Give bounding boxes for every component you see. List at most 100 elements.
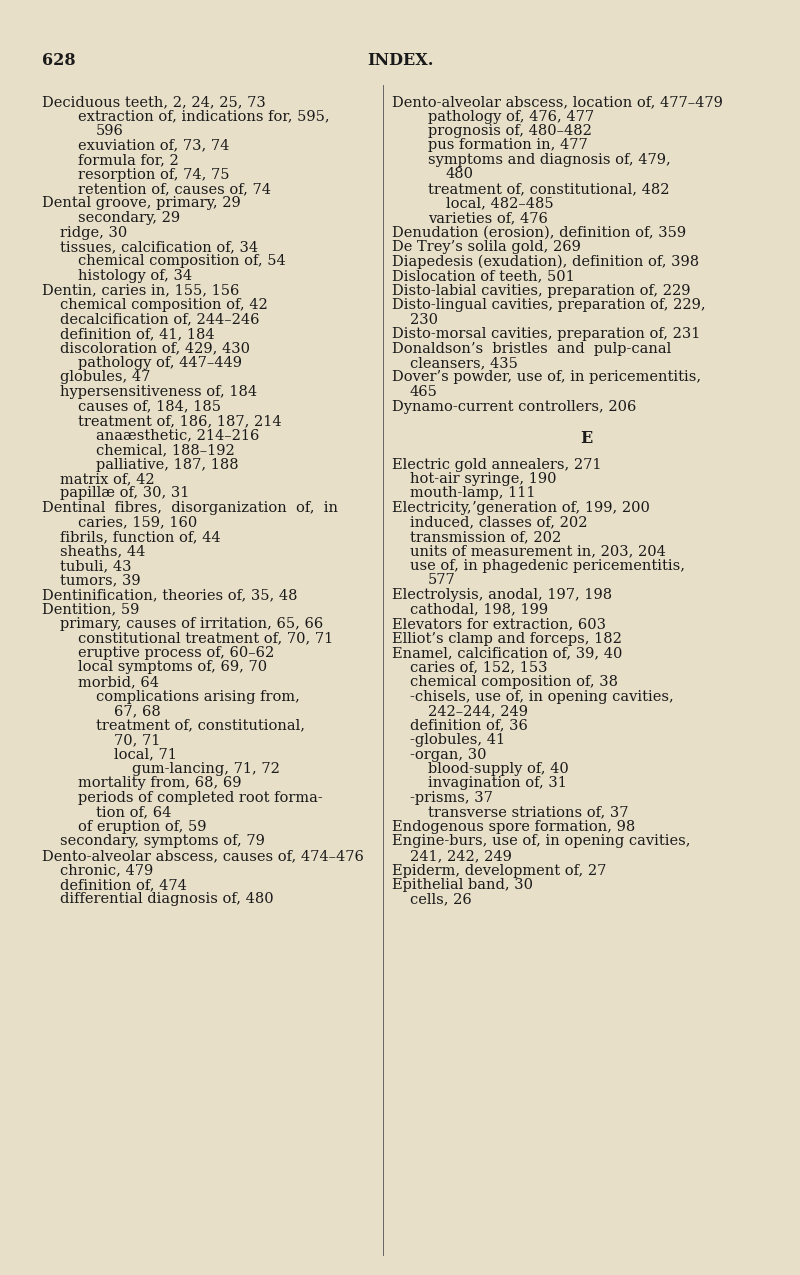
- Text: Electricity,ʼgeneration of, 199, 200: Electricity,ʼgeneration of, 199, 200: [392, 501, 650, 515]
- Text: -organ, 30: -organ, 30: [410, 747, 486, 761]
- Text: causes of, 184, 185: causes of, 184, 185: [78, 399, 221, 413]
- Text: gum-lancing, 71, 72: gum-lancing, 71, 72: [132, 762, 280, 776]
- Text: chemical, 188–192: chemical, 188–192: [96, 442, 234, 456]
- Text: Epiderm, development of, 27: Epiderm, development of, 27: [392, 863, 606, 877]
- Text: eruptive process of, 60–62: eruptive process of, 60–62: [78, 646, 274, 660]
- Text: Dentition, 59: Dentition, 59: [42, 603, 139, 617]
- Text: Dislocation of teeth, 501: Dislocation of teeth, 501: [392, 269, 574, 283]
- Text: morbid, 64: morbid, 64: [78, 674, 159, 688]
- Text: 465: 465: [410, 385, 438, 399]
- Text: Elliot’s clamp and forceps, 182: Elliot’s clamp and forceps, 182: [392, 631, 622, 645]
- Text: Dento-alveolar abscess, location of, 477–479: Dento-alveolar abscess, location of, 477…: [392, 96, 723, 108]
- Text: units of measurement in, 203, 204: units of measurement in, 203, 204: [410, 544, 666, 558]
- Text: pus formation in, 477: pus formation in, 477: [428, 139, 588, 153]
- Text: Electric gold annealers, 271: Electric gold annealers, 271: [392, 458, 602, 472]
- Text: formula for, 2: formula for, 2: [78, 153, 178, 167]
- Text: matrix of, 42: matrix of, 42: [60, 472, 154, 486]
- Text: caries of, 152, 153: caries of, 152, 153: [410, 660, 547, 674]
- Text: Dynamo-current controllers, 206: Dynamo-current controllers, 206: [392, 399, 636, 413]
- Text: 70, 71: 70, 71: [114, 733, 160, 747]
- Text: 480: 480: [446, 167, 474, 181]
- Text: treatment of, 186, 187, 214: treatment of, 186, 187, 214: [78, 414, 282, 428]
- Text: extraction of, indications for, 595,: extraction of, indications for, 595,: [78, 110, 330, 124]
- Text: hot-air syringe, 190: hot-air syringe, 190: [410, 472, 557, 486]
- Text: symptoms and diagnosis of, 479,: symptoms and diagnosis of, 479,: [428, 153, 670, 167]
- Text: Disto-morsal cavities, preparation of, 231: Disto-morsal cavities, preparation of, 2…: [392, 326, 700, 340]
- Text: -prisms, 37: -prisms, 37: [410, 790, 493, 805]
- Text: retention of, causes of, 74: retention of, causes of, 74: [78, 182, 271, 196]
- Text: discoloration of, 429, 430: discoloration of, 429, 430: [60, 342, 250, 356]
- Text: chemical composition of, 54: chemical composition of, 54: [78, 255, 286, 269]
- Text: INDEX.: INDEX.: [367, 52, 433, 69]
- Text: Disto-labial cavities, preparation of, 229: Disto-labial cavities, preparation of, 2…: [392, 283, 690, 297]
- Text: Dental groove, primary, 29: Dental groove, primary, 29: [42, 196, 241, 210]
- Text: De Trey’s solila gold, 269: De Trey’s solila gold, 269: [392, 240, 581, 254]
- Text: use of, in phagedenic pericementitis,: use of, in phagedenic pericementitis,: [410, 558, 685, 572]
- Text: sheaths, 44: sheaths, 44: [60, 544, 146, 558]
- Text: constitutional treatment of, 70, 71: constitutional treatment of, 70, 71: [78, 631, 334, 645]
- Text: papillæ of, 30, 31: papillæ of, 30, 31: [60, 487, 190, 501]
- Text: resorption of, 74, 75: resorption of, 74, 75: [78, 167, 230, 181]
- Text: definition of, 41, 184: definition of, 41, 184: [60, 326, 214, 340]
- Text: tissues, calcification of, 34: tissues, calcification of, 34: [60, 240, 258, 254]
- Text: fibrils, function of, 44: fibrils, function of, 44: [60, 530, 221, 544]
- Text: anaæsthetic, 214–216: anaæsthetic, 214–216: [96, 428, 259, 442]
- Text: mortality from, 68, 69: mortality from, 68, 69: [78, 776, 242, 790]
- Text: Disto-lingual cavities, preparation of, 229,: Disto-lingual cavities, preparation of, …: [392, 298, 706, 312]
- Text: definition of, 474: definition of, 474: [60, 878, 187, 892]
- Text: transverse striations of, 37: transverse striations of, 37: [428, 806, 629, 820]
- Text: -chisels, use of, in opening cavities,: -chisels, use of, in opening cavities,: [410, 690, 674, 704]
- Text: secondary, symptoms of, 79: secondary, symptoms of, 79: [60, 835, 265, 848]
- Text: Epithelial band, 30: Epithelial band, 30: [392, 878, 533, 892]
- Text: treatment of, constitutional, 482: treatment of, constitutional, 482: [428, 182, 670, 196]
- Text: treatment of, constitutional,: treatment of, constitutional,: [96, 719, 305, 733]
- Text: differential diagnosis of, 480: differential diagnosis of, 480: [60, 892, 274, 907]
- Text: cathodal, 198, 199: cathodal, 198, 199: [410, 603, 548, 617]
- Text: Elevators for extraction, 603: Elevators for extraction, 603: [392, 617, 606, 631]
- Text: transmission of, 202: transmission of, 202: [410, 530, 562, 544]
- Text: induced, classes of, 202: induced, classes of, 202: [410, 515, 587, 529]
- Text: prognosis of, 480–482: prognosis of, 480–482: [428, 124, 592, 138]
- Text: cleansers, 435: cleansers, 435: [410, 356, 518, 370]
- Text: -globules, 41: -globules, 41: [410, 733, 505, 747]
- Text: periods of completed root forma-: periods of completed root forma-: [78, 790, 322, 805]
- Text: of eruption of, 59: of eruption of, 59: [78, 820, 206, 834]
- Text: 596: 596: [96, 124, 124, 138]
- Text: cells, 26: cells, 26: [410, 892, 472, 907]
- Text: primary, causes of irritation, 65, 66: primary, causes of irritation, 65, 66: [60, 617, 323, 631]
- Text: pathology of, 476, 477: pathology of, 476, 477: [428, 110, 594, 124]
- Text: histology of, 34: histology of, 34: [78, 269, 192, 283]
- Text: Endogenous spore formation, 98: Endogenous spore formation, 98: [392, 820, 635, 834]
- Text: E: E: [580, 430, 592, 448]
- Text: 577: 577: [428, 574, 456, 588]
- Text: Deciduous teeth, 2, 24, 25, 73: Deciduous teeth, 2, 24, 25, 73: [42, 96, 266, 108]
- Text: chemical composition of, 42: chemical composition of, 42: [60, 298, 268, 312]
- Text: Dover’s powder, use of, in pericementitis,: Dover’s powder, use of, in pericementiti…: [392, 371, 701, 385]
- Text: local, 71: local, 71: [114, 747, 177, 761]
- Text: ridge, 30: ridge, 30: [60, 226, 127, 240]
- Text: Denudation (erosion), definition of, 359: Denudation (erosion), definition of, 359: [392, 226, 686, 240]
- Text: local, 482–485: local, 482–485: [446, 196, 554, 210]
- Text: Engine-burs, use of, in opening cavities,: Engine-burs, use of, in opening cavities…: [392, 835, 690, 848]
- Text: Dento-alveolar abscess, causes of, 474–476: Dento-alveolar abscess, causes of, 474–4…: [42, 849, 364, 863]
- Text: complications arising from,: complications arising from,: [96, 690, 300, 704]
- Text: globules, 47: globules, 47: [60, 371, 150, 385]
- Text: chronic, 479: chronic, 479: [60, 863, 154, 877]
- Text: varieties of, 476: varieties of, 476: [428, 210, 548, 224]
- Text: Enamel, calcification of, 39, 40: Enamel, calcification of, 39, 40: [392, 646, 622, 660]
- Text: 241, 242, 249: 241, 242, 249: [410, 849, 512, 863]
- Text: local symptoms of, 69, 70: local symptoms of, 69, 70: [78, 660, 267, 674]
- Text: hypersensitiveness of, 184: hypersensitiveness of, 184: [60, 385, 257, 399]
- Text: tubuli, 43: tubuli, 43: [60, 558, 131, 572]
- Text: exuviation of, 73, 74: exuviation of, 73, 74: [78, 139, 230, 153]
- Text: 242–244, 249: 242–244, 249: [428, 704, 528, 718]
- Text: 230: 230: [410, 312, 438, 326]
- Text: secondary, 29: secondary, 29: [78, 210, 180, 224]
- Text: 628: 628: [42, 52, 76, 69]
- Text: blood-supply of, 40: blood-supply of, 40: [428, 762, 569, 776]
- Text: Diapedesis (exudation), definition of, 398: Diapedesis (exudation), definition of, 3…: [392, 255, 699, 269]
- Text: Dentinification, theories of, 35, 48: Dentinification, theories of, 35, 48: [42, 588, 298, 602]
- Text: Dentinal  fibres,  disorganization  of,  in: Dentinal fibres, disorganization of, in: [42, 501, 338, 515]
- Text: 67, 68: 67, 68: [114, 704, 161, 718]
- Text: Donaldson’s  bristles  and  pulp-canal: Donaldson’s bristles and pulp-canal: [392, 342, 671, 356]
